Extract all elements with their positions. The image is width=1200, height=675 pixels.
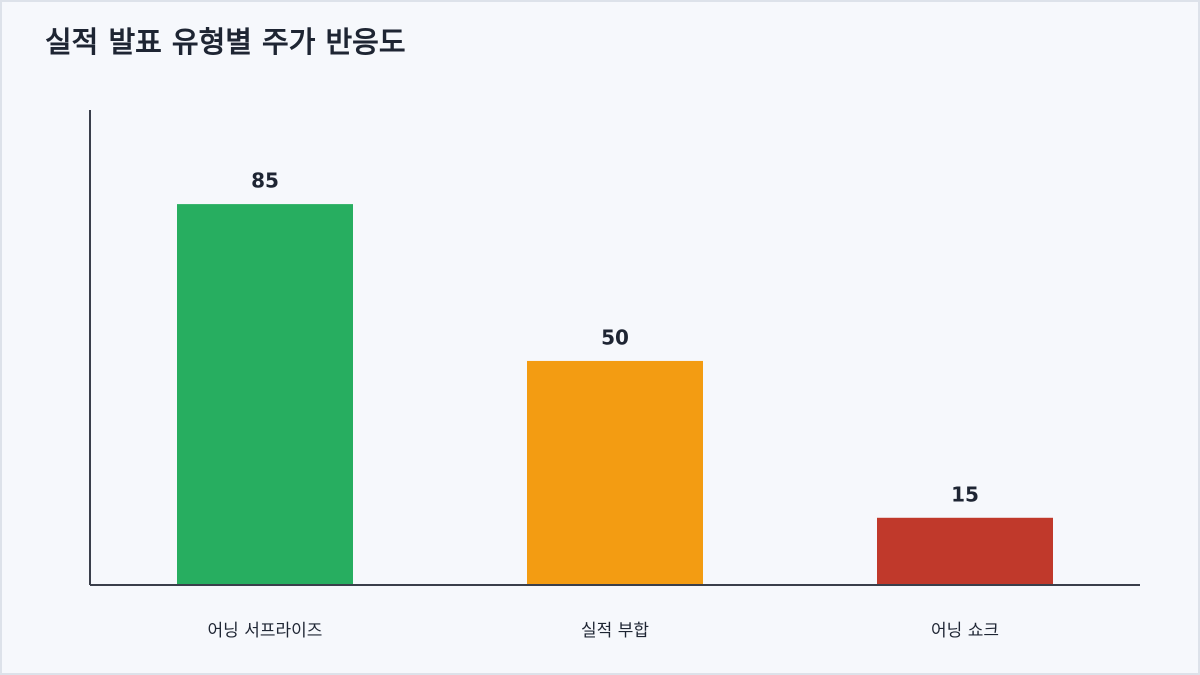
value-label: 15 [951,482,979,506]
x-tick-label: 어닝 서프라이즈 [208,621,323,641]
chart-title: 실적 발표 유형별 주가 반응도 [45,25,406,59]
value-label: 50 [601,325,629,349]
x-tick-label: 어닝 쇼크 [931,621,999,641]
bar [177,204,353,586]
x-tick-label: 실적 부합 [581,621,649,641]
value-label: 85 [251,169,279,193]
bar [877,517,1053,585]
bar [527,360,703,585]
